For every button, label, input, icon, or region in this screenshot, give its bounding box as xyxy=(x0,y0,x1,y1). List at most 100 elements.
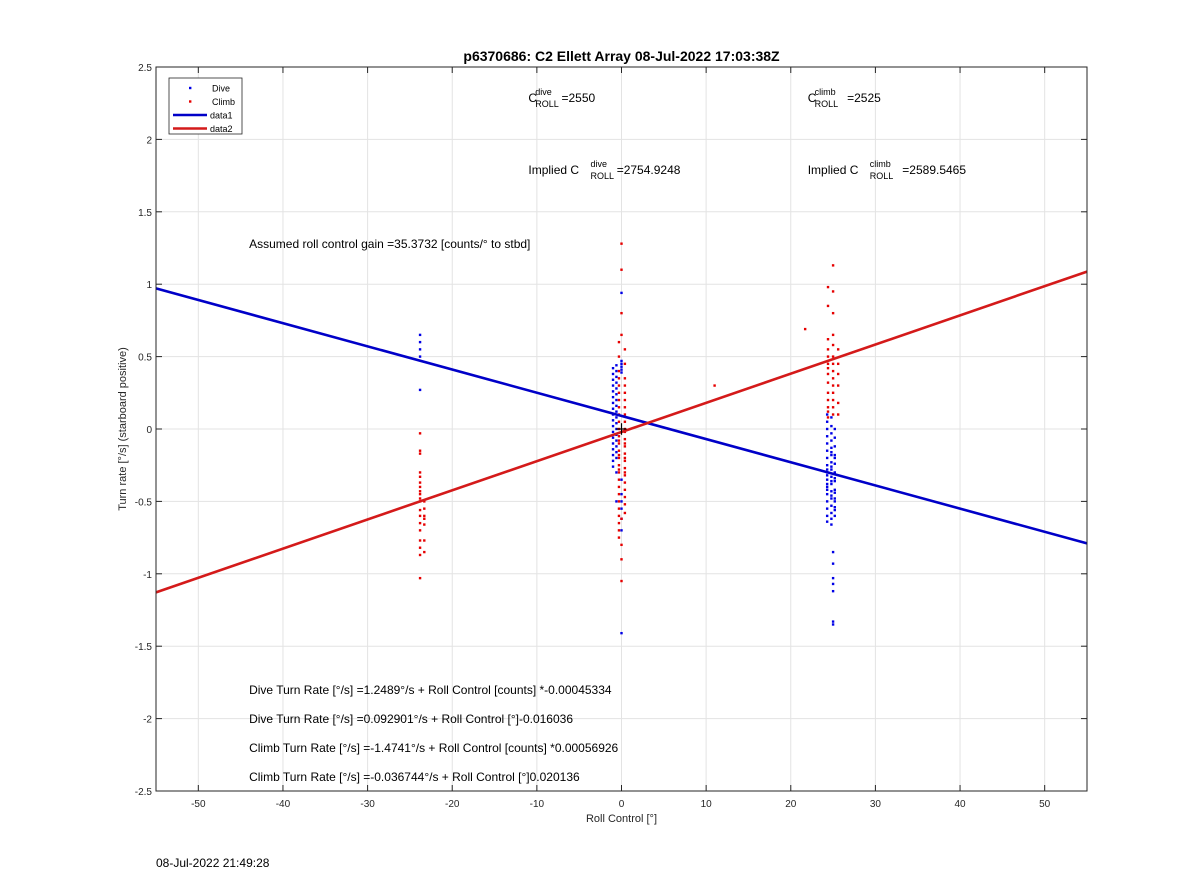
legend-marker xyxy=(189,86,192,90)
data-point xyxy=(418,521,422,525)
data-point xyxy=(623,481,627,484)
data-point xyxy=(611,419,615,422)
data-point xyxy=(617,468,621,471)
data-point xyxy=(611,372,615,376)
legend-label: Dive xyxy=(212,84,230,94)
data-point xyxy=(611,390,615,393)
data-point xyxy=(617,406,621,409)
y-tick-label: 2 xyxy=(146,135,152,146)
data-point xyxy=(418,514,422,518)
data-point xyxy=(620,359,623,363)
data-point xyxy=(623,459,627,463)
x-tick-label: -40 xyxy=(276,799,291,810)
data-point xyxy=(830,517,833,520)
data-point xyxy=(833,436,836,439)
data-point xyxy=(825,474,829,477)
data-point xyxy=(617,435,621,438)
data-point xyxy=(830,504,833,507)
data-point xyxy=(611,442,615,445)
data-point xyxy=(611,407,615,410)
data-point xyxy=(833,500,836,503)
data-point xyxy=(617,507,621,510)
data-point xyxy=(620,362,623,366)
data-point xyxy=(830,465,833,468)
legend-marker xyxy=(189,100,192,103)
data-point xyxy=(617,340,621,344)
data-point xyxy=(831,562,835,565)
data-point xyxy=(623,398,627,402)
data-point xyxy=(826,304,830,308)
data-point xyxy=(830,494,833,497)
y-tick-label: -2.5 xyxy=(135,787,153,798)
y-axis-label: Turn rate [°/s] (starboard positive) xyxy=(117,347,129,511)
data-point xyxy=(830,416,833,419)
data-point xyxy=(617,471,621,474)
data-point xyxy=(620,529,623,532)
data-point xyxy=(620,500,623,503)
data-point xyxy=(623,474,627,477)
data-point xyxy=(615,393,618,396)
data-point xyxy=(617,500,621,503)
data-point xyxy=(836,362,840,366)
data-point xyxy=(617,369,621,373)
data-point xyxy=(617,529,621,532)
data-point xyxy=(623,437,627,441)
y-tick-label: -1.5 xyxy=(135,642,153,653)
chart-title: p6370686: C2 Ellett Array 08-Jul-2022 17… xyxy=(463,48,780,64)
data-point xyxy=(833,471,836,474)
data-point xyxy=(826,348,830,351)
data-point xyxy=(615,364,618,367)
data-point xyxy=(831,391,835,394)
data-point xyxy=(418,449,422,452)
annotation-eq1: Dive Turn Rate [°/s] =1.2489°/s + Roll C… xyxy=(249,683,612,697)
data-point xyxy=(623,384,627,387)
data-point xyxy=(623,452,627,455)
data-point xyxy=(831,413,835,416)
x-tick-label: 30 xyxy=(870,799,882,810)
data-point xyxy=(833,456,836,460)
data-point xyxy=(623,413,627,416)
data-point xyxy=(833,505,836,509)
data-point xyxy=(623,488,627,492)
data-point xyxy=(623,511,627,515)
data-point xyxy=(831,369,835,373)
data-point xyxy=(826,362,830,366)
data-point xyxy=(617,384,621,387)
y-tick-label: -0.5 xyxy=(135,497,153,508)
data-point xyxy=(615,375,618,379)
x-tick-label: -50 xyxy=(191,799,206,810)
data-point xyxy=(830,479,833,483)
data-point xyxy=(620,492,623,496)
data-point xyxy=(620,333,623,337)
data-point xyxy=(826,398,830,402)
data-point xyxy=(825,420,829,423)
data-point xyxy=(418,576,422,580)
data-point xyxy=(833,462,836,465)
annotation-c_roll_dive: Cdive ROLL =2550 xyxy=(528,87,595,109)
data-point xyxy=(831,355,835,358)
data-point xyxy=(803,327,807,331)
data-point xyxy=(418,497,422,500)
data-point xyxy=(833,508,836,512)
data-point xyxy=(620,558,623,561)
data-point xyxy=(825,456,829,460)
data-point xyxy=(830,432,833,435)
data-point xyxy=(825,413,829,416)
data-point xyxy=(830,490,833,493)
data-point xyxy=(620,478,623,481)
data-point xyxy=(825,482,829,486)
data-point xyxy=(418,529,422,532)
x-tick-label: -30 xyxy=(360,799,375,810)
data-point xyxy=(623,471,627,474)
data-point xyxy=(620,291,623,295)
data-point xyxy=(611,453,615,457)
data-point xyxy=(830,439,833,442)
data-point xyxy=(825,478,829,481)
data-point xyxy=(423,523,426,526)
data-point xyxy=(418,348,422,351)
legend-label: Climb xyxy=(212,97,235,107)
data-point xyxy=(617,391,621,394)
data-point xyxy=(623,442,627,445)
data-point xyxy=(830,523,833,526)
